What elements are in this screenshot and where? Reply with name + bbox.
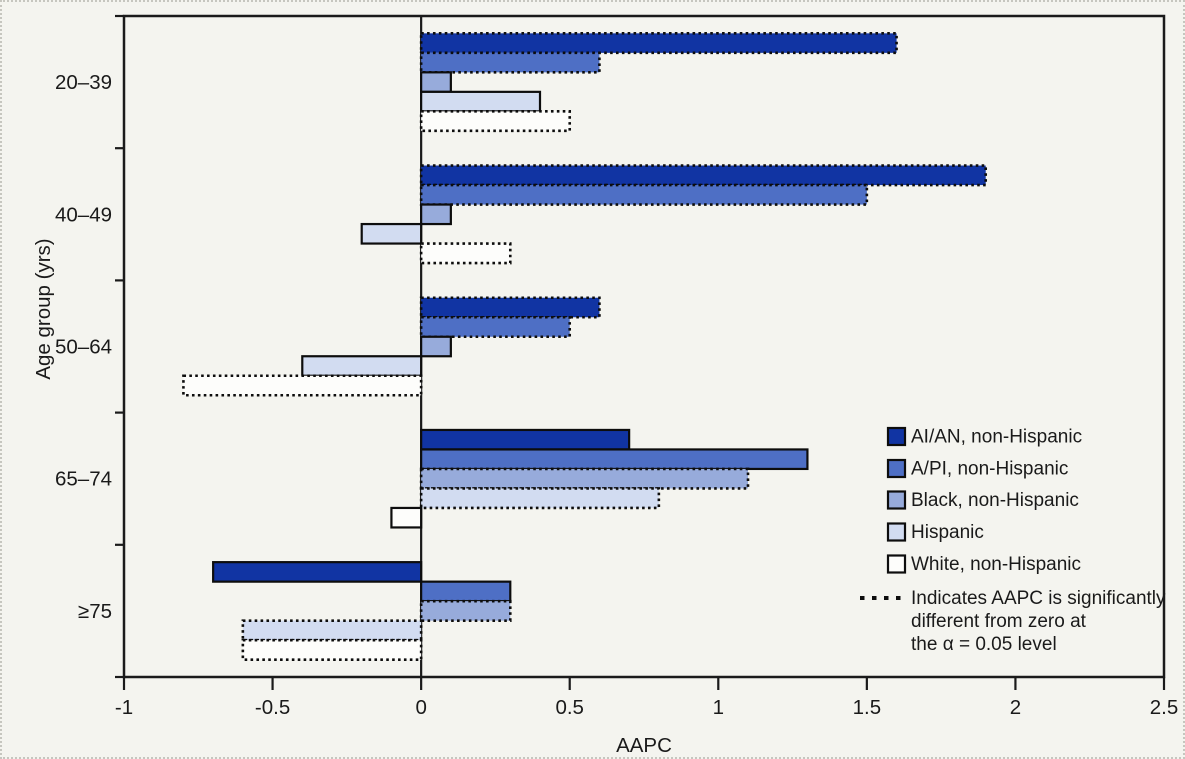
- bar-white-non-hispanic-20-39: [419, 110, 572, 133]
- legend-label-hispanic: Hispanic: [911, 522, 984, 543]
- bar-black-non-hispanic-20-39: [420, 71, 452, 93]
- legend-swatch-white-non-hispanic: [886, 554, 907, 574]
- y-tick-label-65-74: 65–74: [55, 468, 112, 491]
- x-tick-label-2-5: 2.5: [1150, 696, 1179, 719]
- bar-white-non-hispanic-40-49: [419, 242, 512, 265]
- bar-ai-an-non-hispanic-20-39: [419, 32, 898, 55]
- bar-hispanic-75: [241, 619, 423, 642]
- bar-ai-an-non-hispanic-65-74: [420, 428, 631, 451]
- bar-black-non-hispanic-40-49: [420, 203, 452, 226]
- x-axis-title: AAPC: [616, 734, 672, 757]
- y-axis-title: Age group (yrs): [32, 238, 55, 379]
- bar-hispanic-50-64: [301, 355, 423, 377]
- legend-label-white-non-hispanic: White, non-Hispanic: [911, 554, 1081, 575]
- legend-note-line-3: the α = 0.05 level: [911, 634, 1057, 655]
- bar-a-pi-non-hispanic-50-64: [419, 315, 572, 339]
- x-tick-label-2: 2: [1010, 696, 1021, 719]
- legend-note-line-2: different from zero at: [911, 611, 1087, 632]
- legend-note-line-1: Indicates AAPC is significantly: [911, 588, 1166, 609]
- bar-ai-an-non-hispanic-50-64: [419, 296, 601, 319]
- legend-swatch-a-pi-non-hispanic: [886, 458, 907, 479]
- x-tick-label-0: 0: [415, 696, 426, 719]
- legend-label-a-pi-non-hispanic: A/PI, non-Hispanic: [911, 459, 1068, 480]
- bar-a-pi-non-hispanic-75: [420, 580, 512, 603]
- bar-a-pi-non-hispanic-65-74: [420, 448, 809, 471]
- bar-white-non-hispanic-65-74: [390, 506, 423, 529]
- plot-border: [122, 14, 1166, 679]
- legend-swatch-black-non-hispanic: [886, 490, 907, 510]
- bar-ai-an-non-hispanic-40-49: [419, 164, 988, 187]
- bar-a-pi-non-hispanic-40-49: [419, 183, 869, 206]
- y-tick-label-50-64: 50–64: [55, 336, 112, 359]
- x-tick-label-1: 1: [713, 696, 724, 719]
- bar-hispanic-65-74: [419, 487, 661, 510]
- bar-hispanic-40-49: [360, 222, 423, 245]
- y-tick-label-75: ≥75: [78, 600, 112, 623]
- legend-swatch-hispanic: [886, 522, 907, 542]
- bar-ai-an-non-hispanic-75: [212, 561, 423, 583]
- bar-a-pi-non-hispanic-20-39: [419, 51, 601, 74]
- legend-label-ai-an-non-hispanic: AI/AN, non-Hispanic: [911, 427, 1082, 448]
- legend-swatch-ai-an-non-hispanic: [886, 426, 907, 447]
- bar-white-non-hispanic-50-64: [182, 374, 423, 397]
- y-tick-label-20-39: 20–39: [55, 71, 112, 94]
- x-tick-label-0-5: 0.5: [555, 696, 584, 719]
- bar-black-non-hispanic-75: [419, 599, 512, 622]
- x-tick-label-0-5: -0.5: [255, 696, 290, 719]
- bar-black-non-hispanic-65-74: [419, 467, 750, 490]
- bar-white-non-hispanic-75: [241, 638, 423, 661]
- x-tick-label-1: -1: [115, 696, 133, 719]
- bar-black-non-hispanic-50-64: [420, 335, 452, 358]
- y-tick-label-40-49: 40–49: [55, 203, 112, 226]
- legend-label-black-non-hispanic: Black, non-Hispanic: [911, 490, 1079, 511]
- x-tick-label-1-5: 1.5: [853, 696, 882, 719]
- bar-hispanic-20-39: [420, 90, 542, 113]
